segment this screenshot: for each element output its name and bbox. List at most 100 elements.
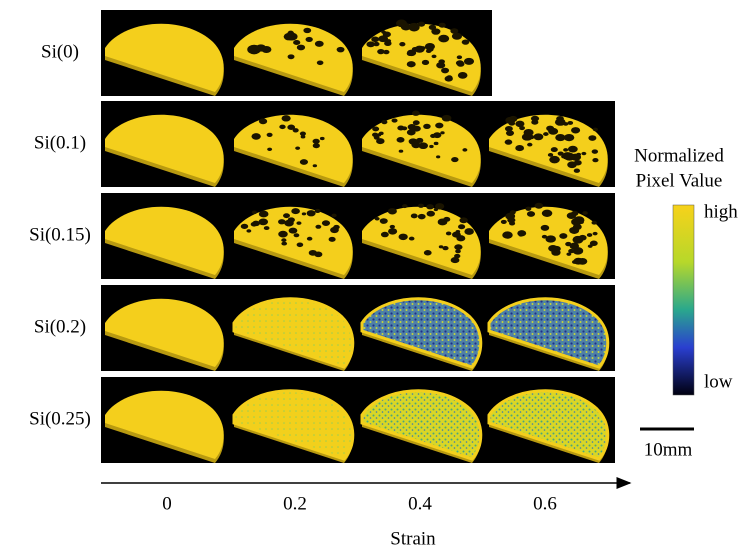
pore [398,233,408,241]
row-label: Si(0.2) [34,316,86,337]
pore [314,40,324,47]
pore [296,242,304,248]
pore [500,219,507,224]
pore [571,260,578,264]
pore [504,125,513,132]
strain-label: 0.4 [408,493,432,514]
pore [515,120,525,128]
pore [457,71,468,79]
sample-rim [232,389,355,461]
pore [592,157,599,163]
pore [381,120,388,125]
sample-surface [105,390,224,459]
pore [424,42,435,51]
sample [360,389,483,461]
pore [566,212,577,219]
pore [527,142,533,147]
sample-surface [234,114,353,183]
axis-label: Strain [390,528,436,549]
sample [489,202,608,275]
pore [263,226,270,231]
pore [258,210,269,218]
sample-surface [362,23,481,92]
pore [591,149,599,154]
pore [281,238,287,242]
pore [251,210,257,215]
pore [554,118,566,126]
pore [377,49,385,55]
pore [412,120,420,126]
row-label: Si(0.15) [29,224,91,245]
colorbar-low: low [704,371,733,392]
sample [105,23,224,92]
pore [541,234,548,239]
pore [573,159,582,166]
pore [523,128,534,137]
pore [549,155,560,164]
pore [306,236,313,241]
pore [336,46,345,53]
pore [418,142,428,150]
sample-surface [105,206,224,275]
strain-label: 0 [162,493,172,514]
pore [454,244,463,251]
pore [371,36,380,43]
pore [246,229,252,233]
sample [489,114,608,183]
pore [288,227,298,234]
pore [373,135,380,140]
sample-surface [489,298,608,367]
pore [417,21,426,27]
row-label: Si(0) [41,41,79,62]
pore [543,132,549,136]
pore [293,39,301,46]
pore [441,67,450,74]
pore [287,124,296,130]
pore [438,22,446,28]
pore [374,216,380,221]
pore [312,138,320,144]
sample-surface [105,114,224,183]
pore [548,244,558,252]
pore [406,129,416,136]
pore [396,19,407,28]
pore [435,122,444,129]
pore [578,234,587,241]
sample-surface [362,298,481,367]
sample-surface [234,390,353,459]
pore [426,210,435,217]
pore [571,127,581,134]
pore [373,41,380,47]
pore [576,152,582,157]
pore [383,49,390,55]
pore [312,143,320,149]
pore [406,61,416,68]
pore [408,22,420,31]
colorbar-title: Pixel Value [636,170,723,191]
sample-surface [489,390,608,459]
sample [105,206,224,275]
pore [328,236,336,242]
row-label: Si(0.1) [34,132,86,153]
pore [283,213,290,219]
pore [502,231,513,239]
pore [443,216,451,222]
pore [376,138,385,145]
pore [564,152,576,161]
pore [278,230,288,238]
sample-surface [362,390,481,459]
pore [281,241,288,246]
sample [487,389,610,461]
pore [505,130,515,136]
pore [568,248,575,254]
pore [292,128,299,133]
sample [360,297,483,369]
pore [519,125,525,131]
pore [547,153,554,157]
pore [296,221,302,225]
pore [505,212,516,220]
pore [451,32,463,40]
pore [557,151,564,156]
pore [258,218,269,226]
pore [438,59,445,64]
